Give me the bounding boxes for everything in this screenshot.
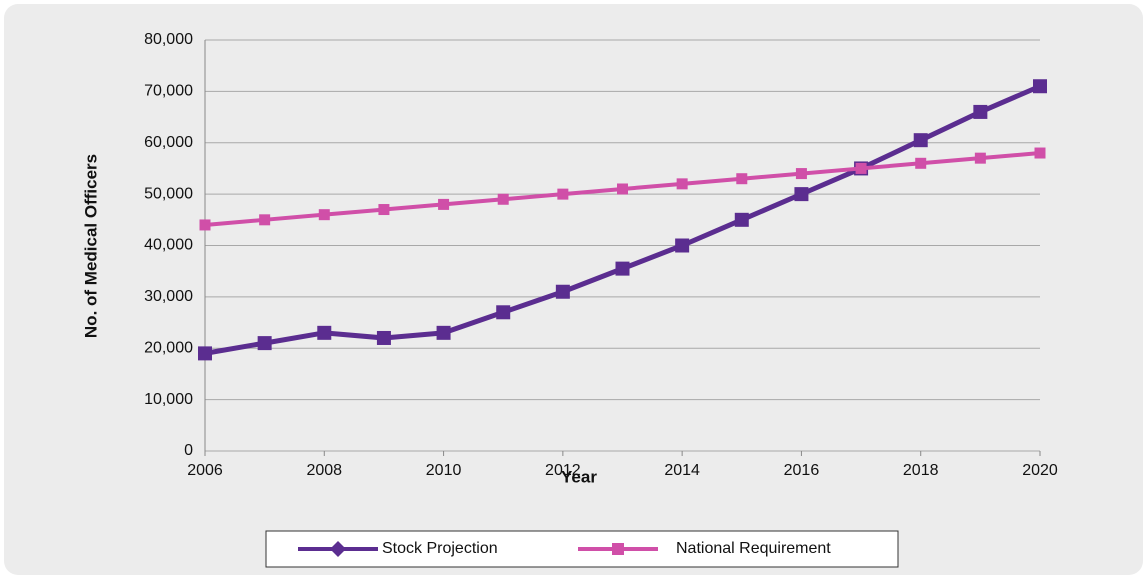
y-tick-label: 70,000 [144, 83, 193, 100]
y-tick-label: 10,000 [144, 391, 193, 408]
x-tick-label: 2016 [784, 462, 820, 479]
data-point [734, 212, 749, 227]
data-point [915, 157, 927, 169]
data-point [974, 152, 986, 164]
data-point [795, 168, 807, 180]
data-point [317, 325, 332, 340]
data-point [1034, 147, 1046, 159]
y-tick-label: 0 [184, 442, 193, 459]
data-point [617, 183, 628, 195]
data-point [675, 238, 690, 253]
data-point [259, 214, 271, 226]
data-point [376, 330, 391, 345]
data-point [378, 204, 390, 216]
legend-marker [612, 543, 624, 555]
y-tick-label: 30,000 [144, 288, 193, 305]
legend-label: Stock Projection [382, 540, 498, 557]
data-point [436, 325, 451, 340]
data-point [973, 104, 988, 119]
x-tick-label: 2014 [664, 462, 700, 479]
data-point [913, 133, 928, 148]
data-point [496, 305, 511, 320]
legend-marker [330, 541, 346, 557]
y-tick-label: 40,000 [144, 237, 193, 254]
data-point [257, 336, 272, 351]
x-tick-label: 2018 [903, 462, 939, 479]
data-point [198, 346, 212, 361]
x-tick-label: 2008 [306, 462, 342, 479]
data-point [855, 162, 867, 174]
data-point [794, 187, 809, 202]
y-tick-label: 60,000 [144, 134, 193, 151]
data-point [555, 284, 570, 299]
y-axis-label: No. of Medical Officers [81, 154, 100, 338]
data-point [736, 173, 748, 185]
y-tick-label: 50,000 [144, 185, 193, 202]
x-tick-label: 2012 [545, 462, 581, 479]
data-point [438, 198, 450, 210]
y-tick-label: 80,000 [144, 31, 193, 48]
data-point [676, 178, 688, 190]
x-tick-label: 2006 [187, 462, 223, 479]
data-point [1033, 79, 1047, 94]
data-point [615, 261, 630, 276]
data-point [497, 193, 509, 205]
data-point [318, 209, 330, 221]
x-axis-label: Year [561, 467, 597, 486]
x-tick-label: 2020 [1022, 462, 1058, 479]
data-point [557, 188, 569, 200]
data-point [199, 219, 211, 231]
y-tick-label: 20,000 [144, 339, 193, 356]
x-tick-label: 2010 [426, 462, 462, 479]
legend-label: National Requirement [676, 540, 831, 557]
